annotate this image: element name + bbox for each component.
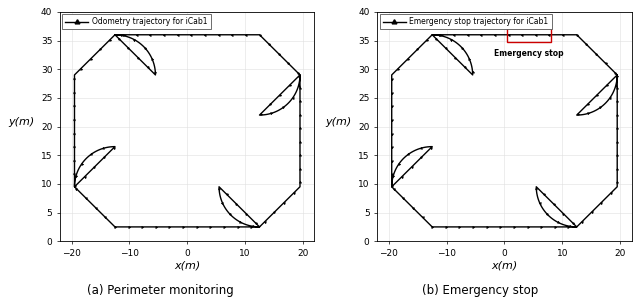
Legend: Emergency stop trajectory for iCab1: Emergency stop trajectory for iCab1 bbox=[380, 14, 552, 29]
X-axis label: x(m): x(m) bbox=[492, 261, 518, 271]
Y-axis label: y(m): y(m) bbox=[326, 116, 352, 127]
Text: (b) Emergency stop: (b) Emergency stop bbox=[422, 284, 538, 297]
Y-axis label: y(m): y(m) bbox=[8, 116, 35, 127]
Bar bbox=[508, 28, 551, 42]
X-axis label: x(m): x(m) bbox=[174, 261, 200, 271]
Legend: Odometry trajectory for iCab1: Odometry trajectory for iCab1 bbox=[62, 14, 211, 29]
Text: (a) Perimeter monitoring: (a) Perimeter monitoring bbox=[86, 284, 234, 297]
Text: Emergency stop: Emergency stop bbox=[494, 49, 564, 58]
